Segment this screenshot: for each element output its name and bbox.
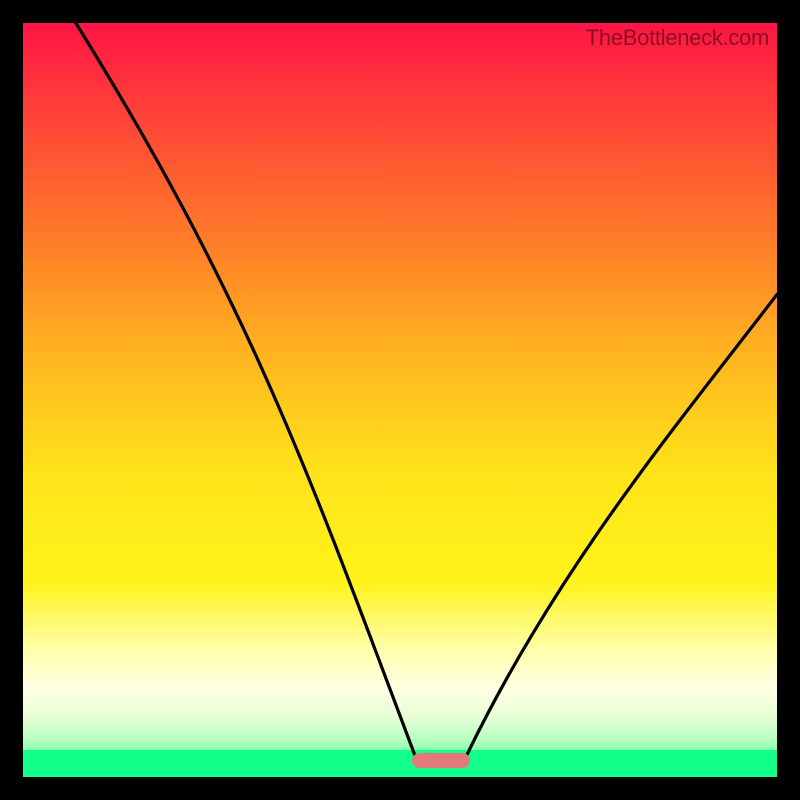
right-curve [466, 294, 777, 755]
plot-container: TheBottleneck.com [23, 23, 777, 777]
watermark-text: TheBottleneck.com [586, 25, 769, 51]
bottleneck-marker [412, 753, 470, 768]
curve-layer [23, 23, 777, 777]
left-curve [76, 23, 415, 756]
